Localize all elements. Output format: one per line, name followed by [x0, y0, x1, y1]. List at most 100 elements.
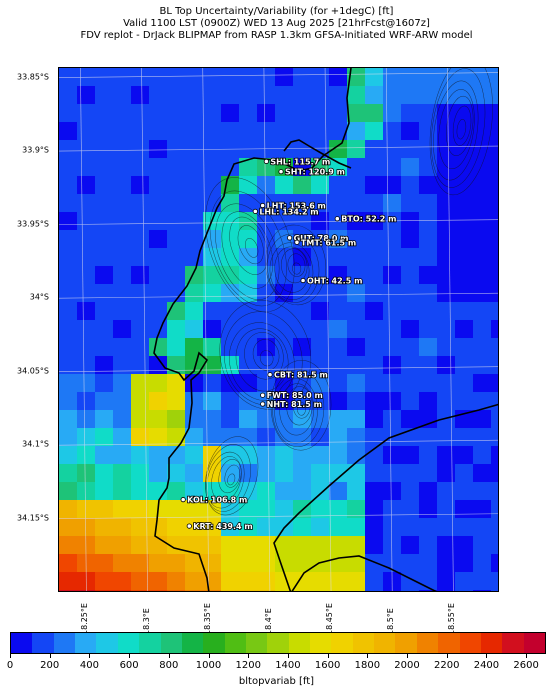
station-marker[interactable]: KRT: 439.4 m	[186, 521, 254, 532]
grid-cell	[167, 122, 185, 140]
station-marker[interactable]: TMT: 61.5 m	[294, 237, 357, 248]
grid-cell	[167, 464, 185, 482]
grid-cell	[437, 320, 455, 338]
station-marker[interactable]: SHL: 115.7 m	[263, 157, 331, 167]
grid-cell	[383, 284, 401, 302]
grid-cell	[293, 446, 311, 464]
grid-cell	[203, 122, 221, 140]
station-dot[interactable]	[260, 392, 266, 398]
station-dot[interactable]	[260, 401, 266, 407]
grid-cell	[131, 176, 149, 194]
station-marker[interactable]: KOL: 106.8 m	[180, 495, 248, 505]
grid-cell	[365, 140, 383, 158]
station-marker[interactable]: BTO: 52.2 m	[334, 214, 397, 225]
station-marker[interactable]: CBT: 81.5 m	[267, 370, 329, 380]
chart-title-line-1: BL Top Uncertainty/Variability (for +1de…	[159, 6, 394, 17]
grid-cell	[239, 338, 257, 356]
colorbar-swatch	[523, 633, 546, 653]
grid-cell	[401, 392, 419, 410]
station-dot[interactable]	[294, 239, 300, 245]
grid-cell	[329, 554, 347, 572]
grid-cell	[401, 482, 419, 500]
station-marker[interactable]: FWT: 85.0 m	[260, 390, 324, 401]
grid-cell	[293, 464, 311, 482]
grid-cell	[257, 284, 275, 302]
grid-cell	[455, 428, 473, 446]
station-dot[interactable]	[186, 523, 192, 529]
grid-cell	[131, 248, 149, 266]
longitude-label: 18.3°E	[141, 608, 151, 635]
grid-cell	[185, 68, 203, 86]
grid-cell	[59, 212, 77, 230]
grid-cell	[77, 176, 95, 194]
grid-cell	[131, 482, 149, 500]
grid-cell	[473, 518, 491, 536]
grid-cell	[257, 428, 275, 446]
grid-cell	[275, 194, 293, 212]
station-marker[interactable]: LHT: 153.6 m	[260, 201, 327, 211]
grid-cell	[113, 86, 131, 104]
grid-cell	[347, 446, 365, 464]
station-marker[interactable]: SHT: 120.9 m	[278, 167, 346, 177]
grid-cell	[365, 410, 383, 428]
grid-cell	[77, 374, 95, 392]
colorbar-swatch	[53, 633, 76, 653]
grid-cell	[347, 122, 365, 140]
grid-cell	[329, 122, 347, 140]
grid-cell	[419, 554, 437, 572]
grid-cell	[437, 248, 455, 266]
grid-cell	[383, 104, 401, 122]
grid-cell	[257, 122, 275, 140]
grid-cell	[95, 284, 113, 302]
grid-cell	[77, 194, 95, 212]
grid-cell	[257, 338, 275, 356]
station-dot[interactable]	[334, 216, 340, 222]
station-marker[interactable]: NHT: 81.5 m	[260, 399, 323, 410]
terrain-contour	[229, 216, 269, 275]
grid-cell	[275, 374, 293, 392]
colorbar-tick-mark	[486, 654, 488, 658]
colorbar-swatch	[139, 633, 162, 653]
grid-cell	[77, 104, 95, 122]
station-marker[interactable]: LHL: 134.2 m	[252, 207, 319, 217]
grid-cell	[437, 374, 455, 392]
terrain-contour	[279, 383, 315, 436]
station-marker[interactable]: OHT: 42.5 m	[300, 276, 363, 286]
grid-cell	[221, 212, 239, 230]
grid-cell	[329, 302, 347, 320]
terrain-contour	[219, 299, 312, 410]
grid-cell	[473, 176, 491, 194]
grid-cell	[419, 266, 437, 284]
station-marker[interactable]: GUT: 78.0 m	[286, 233, 349, 244]
terrain-contour	[244, 332, 284, 380]
station-dot[interactable]	[286, 235, 293, 241]
grid-cell	[275, 302, 293, 320]
grid-cell	[293, 572, 311, 590]
grid-cell	[491, 122, 498, 140]
grid-cell	[383, 320, 401, 338]
grid-cell	[59, 320, 77, 338]
meridian	[447, 68, 454, 591]
station-dot[interactable]	[180, 497, 186, 503]
grid-cell	[311, 374, 329, 392]
station-dot[interactable]	[252, 208, 258, 214]
terrain-contour	[296, 402, 307, 416]
grid-cell	[401, 230, 419, 248]
grid-cell	[59, 104, 77, 122]
station-dot[interactable]	[263, 158, 269, 164]
station-dot[interactable]	[278, 169, 284, 175]
grid-cell	[203, 554, 221, 572]
grid-cell	[131, 194, 149, 212]
grid-cell	[491, 518, 498, 536]
grid-cell	[455, 86, 473, 104]
station-dot[interactable]	[267, 372, 273, 378]
grid-cell	[419, 104, 437, 122]
station-dot[interactable]	[260, 202, 266, 209]
grid-cell	[401, 122, 419, 140]
station-dot[interactable]	[300, 277, 306, 284]
colorbar-tick-mark	[526, 654, 528, 658]
meridian	[385, 68, 393, 591]
grid-cell	[167, 392, 185, 410]
grid-cell	[437, 536, 455, 554]
grid-cell	[239, 302, 257, 320]
